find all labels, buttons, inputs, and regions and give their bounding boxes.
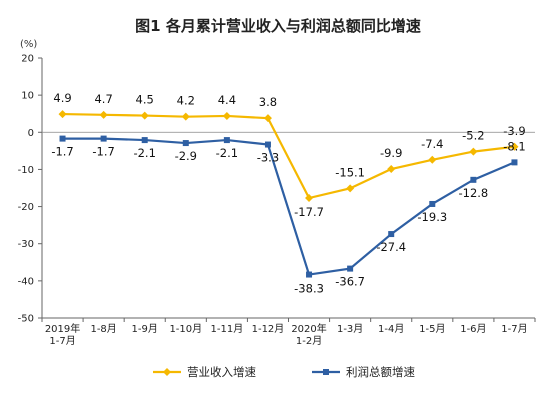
- y-tick-label: 0: [28, 128, 34, 139]
- data-point: [429, 200, 436, 207]
- data-point: [222, 111, 231, 120]
- legend-item: 利润总额增速: [312, 365, 415, 379]
- data-point: [347, 265, 354, 272]
- data-label: -19.3: [417, 210, 447, 224]
- y-tick-label: 10: [21, 91, 34, 102]
- data-label: -1.7: [51, 145, 73, 159]
- data-label: -3.3: [257, 151, 279, 165]
- data-point: [388, 231, 395, 238]
- data-label: -27.4: [376, 240, 406, 254]
- data-label: 3.8: [259, 95, 277, 109]
- series-profit: [59, 135, 518, 278]
- x-tick-label: 1-11月: [211, 323, 244, 335]
- series-line: [62, 137, 515, 276]
- x-tick-label: 2019年: [45, 322, 80, 335]
- series-revenue: [58, 110, 519, 203]
- series-line: [62, 112, 515, 200]
- y-tick-label: -30: [18, 239, 34, 250]
- data-point: [263, 114, 272, 123]
- legend-marker: [163, 368, 171, 376]
- x-tick-label: 1-12月: [252, 323, 285, 335]
- data-label: 4.4: [218, 93, 236, 107]
- data-label: -1.7: [92, 145, 114, 159]
- data-label: 4.7: [94, 92, 112, 106]
- x-tick-label: 1-6月: [460, 323, 486, 335]
- data-point: [181, 112, 190, 121]
- data-point: [510, 142, 519, 151]
- x-tick-label: 1-8月: [90, 323, 116, 335]
- data-label: -2.9: [175, 149, 197, 163]
- data-label: -2.1: [133, 146, 155, 160]
- data-label: -36.7: [335, 275, 365, 289]
- data-label: -7.4: [421, 137, 443, 151]
- data-label: -8.1: [503, 139, 525, 153]
- data-point: [346, 184, 355, 193]
- data-point: [470, 176, 477, 183]
- x-tick-label: 2020年: [291, 322, 326, 335]
- data-point: [511, 159, 518, 166]
- chart-title: 图1 各月累计营业收入与利润总额同比增速: [135, 17, 421, 35]
- data-point: [305, 194, 314, 203]
- data-point: [387, 165, 396, 174]
- x-tick-label: 1-3月: [337, 323, 363, 335]
- data-point: [59, 135, 66, 142]
- data-label: -15.1: [335, 165, 365, 179]
- data-point: [428, 155, 437, 164]
- data-point: [306, 271, 313, 278]
- data-point: [264, 141, 271, 148]
- x-tick-label: 1-2月: [296, 335, 322, 347]
- data-label: -38.3: [294, 282, 324, 296]
- data-point: [141, 137, 148, 144]
- y-tick-label: -40: [18, 276, 34, 287]
- data-label: 4.9: [53, 91, 71, 105]
- data-point: [223, 137, 230, 144]
- data-label: 4.2: [177, 94, 195, 108]
- data-point: [182, 140, 189, 147]
- data-label: -12.8: [458, 186, 488, 200]
- y-tick-label: -10: [18, 165, 34, 176]
- data-label: -17.7: [294, 205, 324, 219]
- y-tick-label: -20: [18, 202, 34, 213]
- data-point: [58, 110, 67, 119]
- legend-item: 营业收入增速: [153, 365, 256, 379]
- legend-label: 利润总额增速: [346, 365, 415, 379]
- x-tick-label: 1-7月: [49, 335, 75, 347]
- data-point: [469, 147, 478, 156]
- x-tick-label: 1-5月: [419, 323, 445, 335]
- y-axis-unit: (%): [20, 39, 37, 50]
- data-point: [100, 135, 107, 142]
- x-tick-label: 1-9月: [132, 323, 158, 335]
- data-point: [99, 110, 108, 119]
- data-label: -3.9: [503, 124, 525, 138]
- data-point: [140, 111, 149, 120]
- legend-marker: [323, 369, 329, 375]
- data-label: -9.9: [380, 146, 402, 160]
- x-tick-label: 1-7月: [501, 323, 527, 335]
- y-tick-label: 20: [21, 54, 34, 65]
- data-labels: 4.9 4.7 4.5 4.2 4.4 3.8 -17.7 -15.1 -9.9 -7.4 -5.2…: [51, 91, 525, 295]
- y-tick-label: -50: [18, 314, 34, 325]
- x-tick-label: 1-10月: [169, 323, 202, 335]
- legend-label: 营业收入增速: [187, 365, 256, 379]
- data-label: -5.2: [462, 129, 484, 143]
- legend: 营业收入增速 利润总额增速: [153, 365, 415, 379]
- x-tick-label: 1-4月: [378, 323, 404, 335]
- data-label: -2.1: [216, 146, 238, 160]
- data-label: 4.5: [136, 93, 154, 107]
- series-layer: [58, 110, 519, 278]
